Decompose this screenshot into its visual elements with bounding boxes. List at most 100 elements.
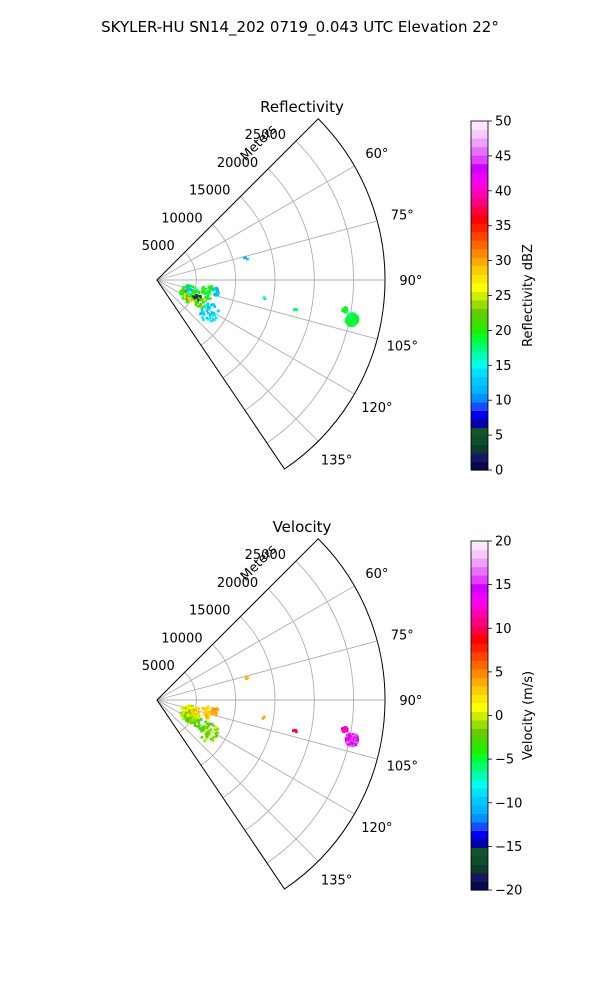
data-point — [203, 707, 206, 710]
data-point — [353, 317, 356, 320]
data-point — [206, 711, 210, 714]
colorbar-swatch — [471, 694, 488, 704]
colorbar-swatch — [471, 240, 488, 250]
data-point — [209, 297, 212, 300]
data-point — [188, 288, 192, 291]
colorbar-swatch — [471, 316, 488, 326]
colorbar-tick-label: 0 — [495, 709, 503, 724]
data-point — [196, 299, 200, 302]
data-point — [187, 300, 190, 303]
colorbar-swatch — [471, 146, 488, 156]
data-point — [193, 297, 196, 300]
data-point — [204, 287, 207, 291]
data-point — [212, 707, 216, 711]
data-point — [343, 306, 347, 309]
colorbar-tick-label: 5 — [495, 665, 503, 680]
data-point — [196, 301, 199, 305]
data-point — [186, 708, 189, 712]
data-point — [209, 737, 213, 741]
colorbar-tick-label: 40 — [495, 184, 512, 199]
data-point — [347, 319, 351, 322]
r-tick-label: 5000 — [142, 239, 175, 254]
data-point — [213, 735, 216, 739]
data-point — [204, 304, 207, 307]
colorbar-swatch — [471, 308, 488, 318]
colorbar-swatch — [471, 770, 488, 780]
sector-frame — [156, 538, 386, 890]
colorbar-tick-label: 0 — [495, 464, 503, 479]
data-point — [195, 295, 198, 298]
data-point — [181, 286, 185, 290]
data-point — [210, 710, 214, 714]
colorbar-tick-label: −20 — [495, 884, 522, 899]
data-point — [183, 294, 187, 298]
data-point — [346, 317, 350, 320]
theta-tick-label: 135° — [321, 874, 352, 889]
data-point — [186, 718, 189, 721]
colorbar-swatch — [471, 223, 488, 233]
data-point — [194, 303, 198, 306]
data-point — [347, 322, 350, 326]
data-point — [201, 288, 204, 291]
data-point — [351, 744, 355, 747]
data-point — [207, 318, 210, 321]
data-point — [347, 737, 351, 741]
data-point — [209, 313, 212, 317]
data-point — [200, 305, 203, 309]
data-point — [198, 727, 202, 730]
data-point — [202, 708, 206, 712]
data-point — [185, 300, 189, 304]
data-point — [195, 706, 199, 710]
data-point — [202, 313, 206, 316]
data-point — [348, 324, 352, 327]
colorbar-swatch — [471, 367, 488, 377]
theta-tick-label: 105° — [387, 340, 418, 355]
data-point — [201, 286, 205, 289]
data-point — [189, 714, 192, 717]
data-point — [346, 735, 349, 739]
colorbar-swatch — [471, 872, 488, 883]
r-tick-label: 20000 — [217, 156, 258, 171]
data-point — [188, 717, 192, 720]
colorbar-swatch — [471, 376, 488, 386]
colorbar-swatch — [471, 299, 488, 309]
colorbar-tick-label: 5 — [495, 429, 503, 444]
colorbar: 0 5 10 15 20 25 30 35 40 45 50 Reflectivity dBZ — [470, 115, 536, 479]
data-point — [210, 319, 213, 323]
data-point — [189, 704, 192, 707]
colorbar-swatch — [471, 155, 488, 165]
colorbar-swatch — [471, 350, 488, 360]
data-point — [200, 291, 204, 294]
colorbar-swatch — [471, 282, 488, 292]
colorbar-swatch — [471, 660, 488, 670]
data-point — [182, 293, 185, 296]
colorbar-tick-label: 20 — [495, 535, 512, 550]
data-point — [190, 709, 193, 713]
data-point — [292, 308, 296, 311]
data-point — [295, 730, 298, 734]
panel-velocity: Velocity 60° 75° 90° 105° 120° 135° 5000 10000 15… — [142, 518, 536, 899]
colorbar-swatch — [471, 214, 488, 224]
colorbar-tick-label: 15 — [495, 578, 512, 593]
data-point — [191, 285, 195, 288]
data-point — [209, 285, 213, 289]
data-point — [209, 728, 213, 731]
data-point — [193, 722, 197, 726]
colorbar-tick-label: 50 — [495, 115, 512, 130]
data-point — [211, 303, 214, 306]
data-point — [183, 714, 187, 718]
data-point — [203, 739, 206, 743]
data-point — [186, 284, 190, 288]
colorbar-swatch — [471, 779, 488, 789]
data-point — [186, 713, 190, 717]
grid-arc — [222, 616, 276, 799]
data-point — [200, 308, 204, 312]
data-point — [200, 728, 204, 732]
data-point — [199, 312, 202, 316]
data-point — [351, 319, 355, 323]
colorbar-swatch — [471, 711, 488, 721]
colorbar-swatch — [471, 566, 488, 576]
colorbar-swatch — [471, 359, 488, 369]
colorbar-tick-label: 10 — [495, 394, 512, 409]
data-point — [349, 739, 352, 742]
